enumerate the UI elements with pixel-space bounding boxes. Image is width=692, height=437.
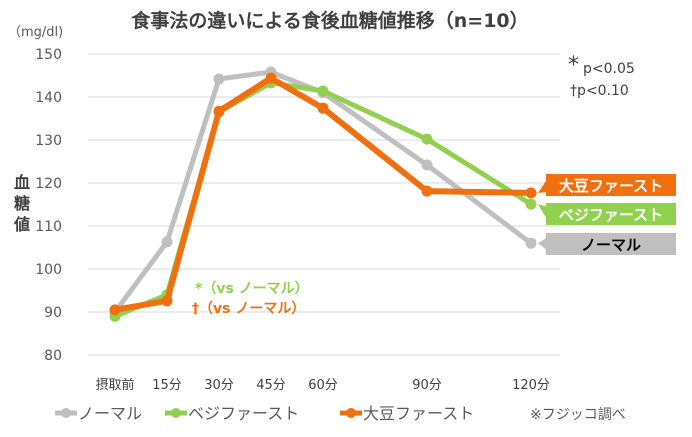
x-tick-label: 60分 <box>308 378 338 393</box>
y-label-char: 糖 <box>14 194 30 213</box>
data-point <box>421 185 433 197</box>
legend-label: 大豆ファースト <box>363 404 474 423</box>
data-point <box>213 105 225 117</box>
y-tick-label: 120 <box>35 176 62 192</box>
data-point <box>109 304 121 316</box>
x-tick-label: 15分 <box>152 378 182 393</box>
data-point <box>525 198 537 210</box>
legend-marker <box>61 408 71 418</box>
source-note: ※フジッコ調べ <box>530 407 626 423</box>
data-point <box>525 237 537 249</box>
data-point <box>265 72 277 84</box>
end-label-pointer <box>538 237 548 251</box>
chart-title: 食事法の違いによる食後血糖値推移（n=10） <box>131 9 528 32</box>
x-tick-label: 30分 <box>204 378 234 393</box>
y-axis-label: 血糖値 <box>13 173 30 234</box>
y-tick-label: 150 <box>35 47 62 63</box>
y-tick-label: 110 <box>35 219 62 235</box>
x-tick-label: 120分 <box>512 378 550 393</box>
end-label-box <box>546 174 676 196</box>
end-label-box <box>546 203 676 225</box>
data-point <box>213 73 225 85</box>
y-tick-label: 100 <box>35 262 62 278</box>
x-tick-label: 45分 <box>256 378 286 393</box>
data-point <box>317 102 329 114</box>
data-point <box>161 295 173 307</box>
data-point <box>421 159 433 171</box>
end-label-pointer <box>538 178 548 193</box>
y-tick-label: 130 <box>35 133 62 149</box>
data-point <box>421 133 433 145</box>
end-label-box <box>546 233 676 255</box>
x-tick-label: 摂取前 <box>95 377 134 393</box>
end-label: ノーマル <box>581 236 641 254</box>
legend-marker <box>171 408 181 418</box>
end-label: 大豆ファースト <box>559 177 663 195</box>
legend-label: ノーマル <box>78 404 142 423</box>
sig-p010: †p<0.10 <box>570 83 629 99</box>
unit-label: （mg/dl) <box>8 25 63 40</box>
end-label-pointer <box>538 204 548 221</box>
data-point <box>161 236 173 248</box>
series-line <box>114 80 533 319</box>
sig-mark: * <box>568 53 579 78</box>
end-label: ベジファースト <box>559 206 663 224</box>
annotation-star: *（vs ノーマル） <box>195 281 309 297</box>
y-tick-label: 140 <box>35 90 62 106</box>
x-tick-label: 90分 <box>412 378 442 393</box>
y-tick-label: 80 <box>44 348 62 364</box>
legend-marker <box>346 408 356 418</box>
annotation-dagger: †（vs ノーマル） <box>192 301 305 317</box>
y-tick-label: 90 <box>44 305 62 321</box>
data-point <box>525 187 537 199</box>
sig-p005: p<0.05 <box>583 61 635 77</box>
data-point <box>317 85 329 97</box>
y-label-char: 値 <box>13 215 30 234</box>
legend-label: ベジファースト <box>188 404 299 423</box>
y-label-char: 血 <box>14 173 30 192</box>
